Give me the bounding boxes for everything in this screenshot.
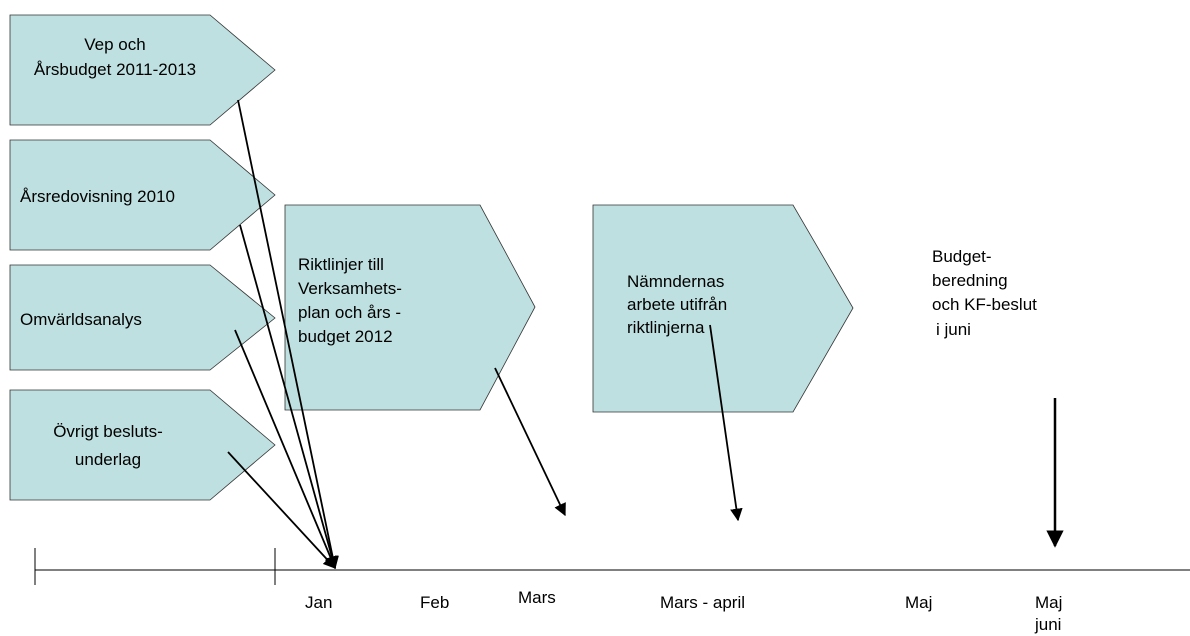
node-label: riktlinjerna [627, 318, 705, 337]
timeline-label: Mars [518, 588, 556, 607]
timeline-label: Mars - april [660, 593, 745, 612]
timeline-label: juni [1034, 615, 1061, 634]
arrow [709, 324, 743, 522]
timeline-label: Maj [1035, 593, 1062, 612]
pentagon [9, 389, 276, 501]
node-label: plan och års - [298, 303, 401, 322]
pentagon [284, 204, 536, 411]
node-label: Nämndernas [627, 272, 724, 291]
node-label: budget 2012 [298, 327, 393, 346]
timeline-label: Jan [305, 593, 332, 612]
note-label: i juni [936, 320, 971, 339]
texts: Vep och Årsbudget 2011-2013 Årsredovisning… [20, 35, 1062, 634]
pentagon [592, 204, 854, 413]
arrow [494, 367, 566, 517]
timeline-label: Maj [905, 593, 932, 612]
node-label: Riktlinjer till [298, 255, 384, 274]
node-label: arbete utifrån [627, 295, 727, 314]
node-label: Verksamhets- [298, 279, 402, 298]
note-label: och KF-beslut [932, 295, 1037, 314]
arrow [234, 329, 337, 570]
pentagon [9, 139, 276, 251]
node-label: Omvärldsanalys [20, 310, 142, 329]
arrow [227, 451, 336, 569]
note-label: Budget- [932, 247, 992, 266]
node-label: Övrigt besluts- [53, 422, 163, 441]
timeline-label: Feb [420, 593, 449, 612]
arrow [239, 224, 339, 570]
node-label: Årsbudget 2011-2013 [34, 60, 196, 79]
node-label: underlag [75, 450, 141, 469]
node-label: Vep och [84, 35, 145, 54]
timeline [34, 548, 1190, 585]
arrows [227, 99, 1064, 570]
shapes [9, 14, 854, 501]
arrow [237, 99, 339, 570]
pentagon [9, 264, 276, 371]
node-label: Årsredovisning 2010 [20, 187, 175, 206]
pentagon [9, 14, 276, 126]
note-label: beredning [932, 271, 1008, 290]
